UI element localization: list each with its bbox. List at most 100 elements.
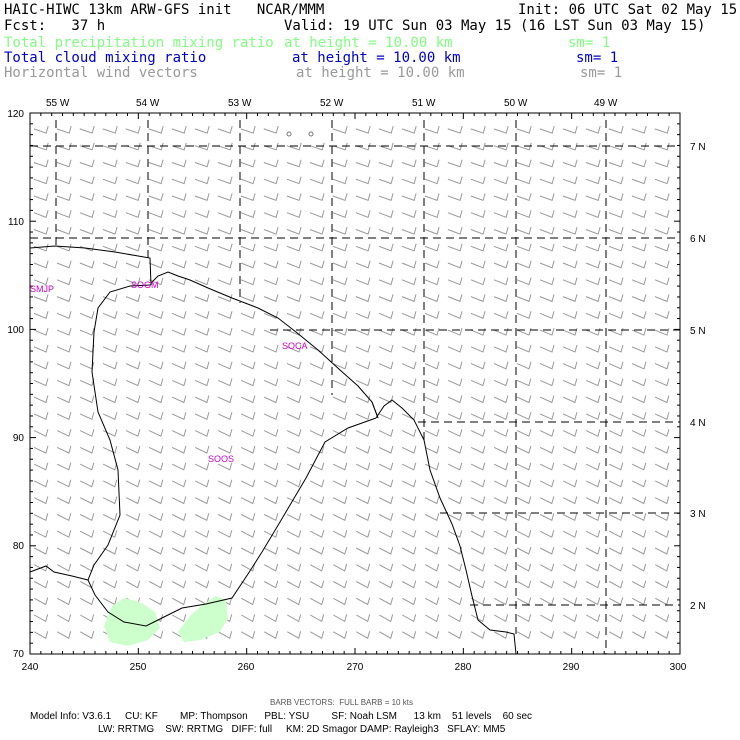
wind-barb <box>217 210 233 218</box>
wind-barb <box>125 176 141 185</box>
wind-barb <box>332 243 348 252</box>
wind-barb <box>631 277 647 286</box>
wind-barb <box>493 210 509 218</box>
wind-barb <box>516 226 532 235</box>
wind-barb <box>80 597 95 606</box>
lon-label: 52 W <box>320 98 344 109</box>
wind-barb <box>218 563 233 572</box>
wind-barb <box>56 361 72 370</box>
wind-barb <box>263 176 279 185</box>
wind-barb <box>447 429 463 437</box>
wind-barb <box>149 597 164 606</box>
wind-barb <box>355 193 371 202</box>
wind-barb <box>148 294 164 303</box>
wind-barb <box>401 277 417 286</box>
wind-barb <box>585 142 601 151</box>
wind-barb <box>286 311 302 319</box>
wind-barb <box>33 496 49 505</box>
wind-barb <box>171 546 187 555</box>
wind-barb <box>263 210 279 218</box>
wind-barb <box>148 142 164 151</box>
wind-barb <box>286 294 302 303</box>
wind-barb <box>379 614 394 623</box>
wind-barb <box>171 226 187 235</box>
wind-barb <box>609 614 624 623</box>
wind-barb <box>125 479 141 488</box>
wind-barb <box>217 344 233 353</box>
wind-barb <box>562 277 578 286</box>
wind-barb <box>425 580 440 589</box>
wind-barb <box>33 445 49 454</box>
wind-barb <box>217 125 233 134</box>
wind-barb <box>148 462 164 471</box>
x-tick-label: 240 <box>22 662 39 673</box>
wind-barb <box>493 429 509 437</box>
wind-barb <box>79 294 95 303</box>
wind-barb <box>79 210 95 218</box>
y-tick-label: 110 <box>8 217 24 228</box>
wind-barb <box>171 243 187 252</box>
wind-barb <box>148 479 164 488</box>
wind-barb <box>608 125 624 134</box>
wind-barb <box>516 193 532 202</box>
wind-barb <box>447 176 463 185</box>
wind-barb <box>470 243 486 252</box>
border-southwest <box>87 284 377 627</box>
lon-label: 51 W <box>412 98 436 109</box>
wind-barb <box>125 429 141 437</box>
wind-barb <box>608 530 624 538</box>
wind-barb <box>125 496 141 505</box>
wind-barb <box>309 395 325 404</box>
wind-barb <box>195 580 210 589</box>
wind-barb <box>264 597 279 606</box>
lon-label: 53 W <box>228 98 252 109</box>
wind-barb <box>79 226 95 235</box>
wind-barb <box>608 142 624 151</box>
wind-barb <box>516 159 532 168</box>
wind-barb <box>148 210 164 218</box>
wind-barb <box>263 142 279 151</box>
wind-barb <box>217 226 233 235</box>
wind-barb <box>585 277 601 286</box>
wind-barb <box>424 378 440 387</box>
wind-barb <box>332 311 348 319</box>
wind-barb <box>562 344 578 353</box>
wind-barb <box>493 311 509 319</box>
wind-barb <box>333 563 348 572</box>
wind-barb <box>102 361 118 370</box>
wind-barb <box>263 344 279 353</box>
wind-barb <box>194 243 210 252</box>
wind-barb <box>447 294 463 303</box>
wind-barb <box>608 277 624 286</box>
wind-barb <box>631 176 647 185</box>
wind-barb <box>148 378 164 387</box>
wind-barb <box>585 462 601 471</box>
wind-barb <box>332 395 348 404</box>
wind-barb <box>33 193 49 202</box>
wind-barb <box>355 496 371 505</box>
wind-barb <box>632 597 647 606</box>
wind-barb <box>194 142 210 151</box>
wind-barb <box>470 344 486 353</box>
wind-barb <box>654 142 670 151</box>
wind-barb <box>217 378 233 387</box>
wind-barb <box>286 277 302 286</box>
wind-barb <box>287 631 302 639</box>
wind-barb <box>194 445 210 454</box>
station-soca: SOCA <box>282 341 308 351</box>
wind-barb <box>539 277 555 286</box>
wind-barb <box>355 176 371 185</box>
wind-barb <box>148 327 164 336</box>
wind-barb <box>585 193 601 202</box>
wind-barb <box>379 580 394 589</box>
wind-barb <box>654 429 670 437</box>
wind-barb <box>378 513 394 522</box>
wind-barb <box>517 563 532 572</box>
wind-barb <box>333 597 348 606</box>
wind-barb <box>539 327 555 336</box>
wind-barb <box>33 395 49 404</box>
wind-barb <box>447 210 463 218</box>
wind-barb <box>286 429 302 437</box>
wind-barb <box>471 563 486 572</box>
wind-barb <box>102 546 118 555</box>
